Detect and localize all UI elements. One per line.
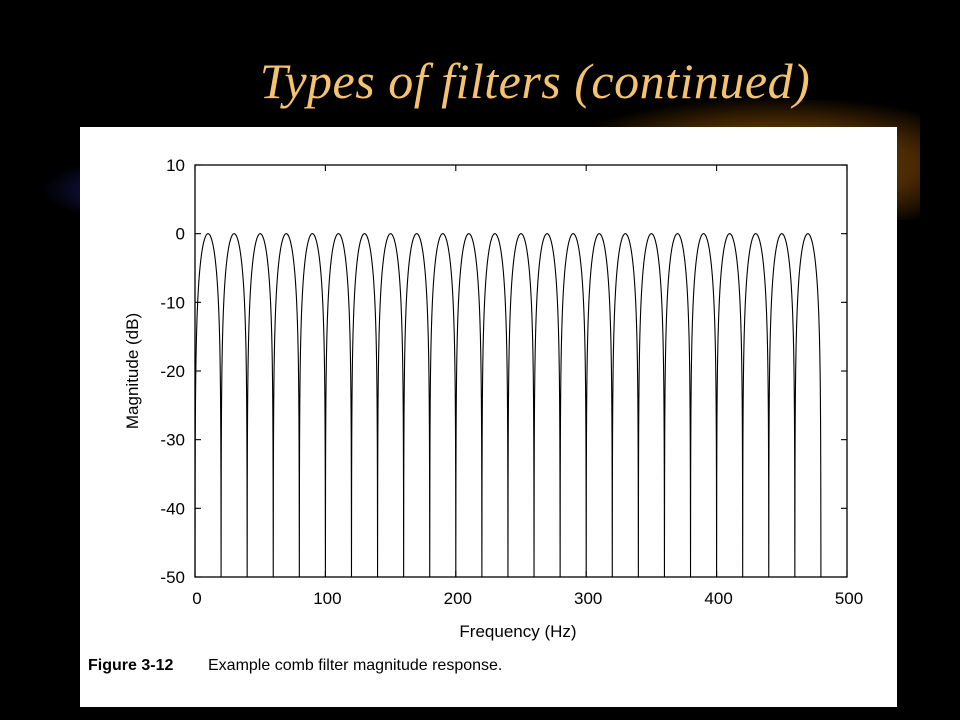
x-tick-label: 300 xyxy=(574,589,602,608)
y-tick-label: -50 xyxy=(160,568,185,587)
y-tick-label: -10 xyxy=(160,293,185,312)
slide-title: Types of filters (continued) xyxy=(259,53,811,109)
y-tick-label: 0 xyxy=(176,225,185,244)
magnitude-response-line xyxy=(194,233,822,578)
y-axis-label: Magnitude (dB) xyxy=(123,313,142,429)
x-tick-label: 0 xyxy=(192,589,201,608)
x-tick-label: 200 xyxy=(444,589,472,608)
x-tick-label: 500 xyxy=(835,589,863,608)
figure-caption-label: Figure 3-12 xyxy=(88,657,174,674)
plot-area xyxy=(194,233,822,578)
y-tick-label: -20 xyxy=(160,362,185,381)
x-tick-label: 400 xyxy=(704,589,732,608)
figure-panel: 0 100 200 300 400 500 10 0 -10 -20 -30 -40 -50 Magni… xyxy=(80,127,897,707)
plot-frame xyxy=(194,164,848,578)
y-tick-label: -40 xyxy=(160,499,185,518)
x-axis-label: Frequency (Hz) xyxy=(459,622,576,641)
y-tick-label: 10 xyxy=(166,156,185,175)
y-tick-label: -30 xyxy=(160,431,185,450)
x-tick-label: 100 xyxy=(313,589,341,608)
figure-caption-text: Example comb filter magnitude response. xyxy=(208,657,503,674)
